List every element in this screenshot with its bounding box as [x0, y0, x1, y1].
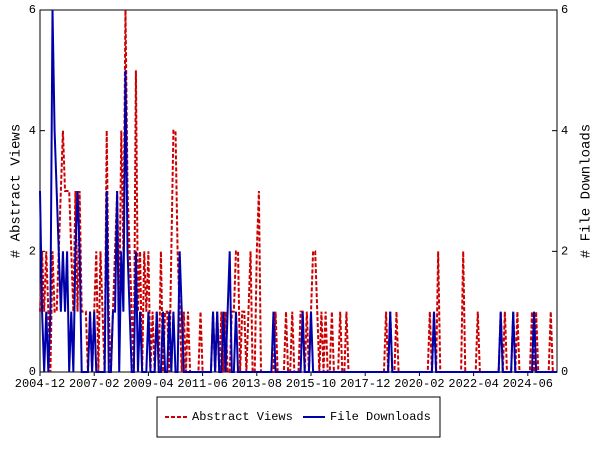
x-tick-label: 2009-04: [123, 377, 173, 391]
y-tick-label: 2: [29, 245, 36, 259]
y-tick-label: 6: [29, 3, 36, 17]
x-tick-label: 2007-02: [69, 377, 119, 391]
y2-tick-label: 6: [561, 3, 568, 17]
y2-tick-label: 0: [561, 365, 568, 379]
y2-tick-label: 4: [561, 124, 568, 138]
legend-box: [156, 396, 441, 438]
y-tick-label: 0: [29, 365, 36, 379]
series-line: [39, 9, 557, 373]
y-tick-label: 4: [29, 124, 36, 138]
x-tick-label: 2011-06: [177, 377, 227, 391]
legend-label: Abstract Views: [192, 410, 293, 424]
x-tick-label: 2013-08: [232, 377, 282, 391]
y2-tick-label: 2: [561, 245, 568, 259]
x-tick-label: 2022-04: [448, 377, 498, 391]
y2-axis-label: # File Downloads: [579, 124, 595, 258]
x-tick-label: 2020-02: [394, 377, 444, 391]
legend-label: File Downloads: [330, 410, 431, 424]
x-tick-label: 2004-12: [15, 377, 65, 391]
x-tick-label: 2024-06: [503, 377, 553, 391]
x-tick-label: 2017-12: [340, 377, 390, 391]
x-tick-label: 2015-10: [286, 377, 336, 391]
y-axis-label: # Abstract Views: [9, 124, 25, 258]
